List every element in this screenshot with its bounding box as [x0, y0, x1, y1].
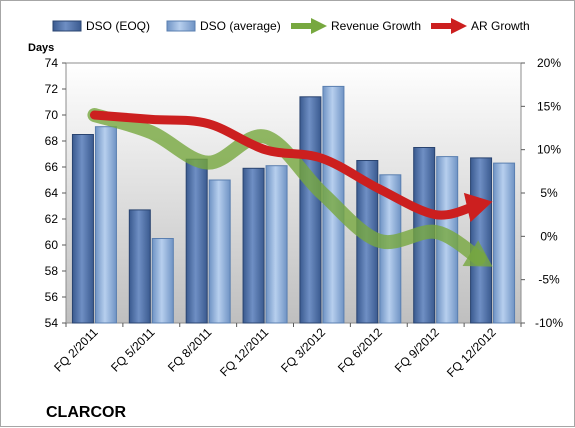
legend-swatch-dso-eoq- [52, 20, 82, 32]
bar-dso-eoq-3 [242, 167, 265, 324]
legend-arrow-ar-growth [451, 18, 467, 34]
right-axis-tick-label: 15% [537, 99, 561, 113]
bar-dso-eoq-7 [470, 157, 493, 324]
company-label: CLARCOR [46, 404, 126, 421]
legend-label-dso-average-: DSO (average) [200, 19, 281, 33]
x-axis-tick-label: FQ 6/2012 [335, 325, 385, 375]
legend-label-revenue-growth: Revenue Growth [331, 19, 421, 33]
left-axis-tick-label: 56 [45, 290, 59, 304]
left-axis-tick-label: 58 [45, 264, 59, 278]
revenue-growth-arrowhead [462, 240, 493, 267]
legend-swatch-dso-average- [166, 20, 196, 32]
left-axis-tick-label: 62 [45, 212, 59, 226]
right-axis-tick-label: -5% [538, 273, 560, 287]
left-axis-title: Days [28, 42, 54, 54]
legend: DSO (EOQ) DSO (average) Revenue Growth AR G… [52, 18, 530, 34]
bar-dso-eoq-1 [128, 209, 151, 324]
line-layer [87, 108, 493, 267]
x-axis-tick-label: FQ 9/2012 [392, 325, 442, 375]
bar-dso-eoq-4 [299, 96, 322, 324]
left-axis-tick-label: 64 [45, 186, 59, 200]
right-axis-tick-label: 0% [540, 229, 558, 243]
left-axis-tick-label: 54 [45, 316, 59, 330]
x-axis-tick-label: FQ 5/2011 [108, 325, 158, 375]
x-axis-tick-label: FQ 12/2011 [217, 325, 271, 379]
right-axis-tick-label: -10% [535, 316, 563, 330]
x-axis-tick-label: FQ 12/2012 [444, 325, 499, 380]
left-axis-tick-label: 68 [45, 134, 59, 148]
left-axis-tick-label: 70 [45, 108, 59, 122]
bar-dso-eoq-0 [71, 134, 94, 324]
bar-dso-average-7 [493, 162, 516, 324]
right-axis-tick-label: 5% [540, 186, 558, 200]
ar-growth-arrowhead [463, 192, 493, 223]
left-axis-tick-label: 66 [45, 160, 59, 174]
bar-dso-average-0 [94, 126, 117, 324]
bar-dso-average-3 [265, 165, 288, 324]
ar-growth-line [89, 110, 482, 220]
bar-dso-average-1 [151, 238, 174, 324]
legend-label-ar-growth: AR Growth [471, 19, 530, 33]
right-axis-tick-label: 10% [537, 143, 561, 157]
left-axis-tick-label: 72 [45, 82, 59, 96]
right-axis-tick-label: 20% [537, 56, 561, 70]
x-axis-tick-label: FQ 8/2011 [165, 325, 215, 375]
revenue-growth-line [87, 108, 486, 266]
x-axis-tick-label: FQ 3/2012 [278, 325, 328, 375]
left-axis-tick-label: 74 [45, 56, 59, 70]
bar-dso-eoq-2 [185, 158, 208, 324]
bar-layer [71, 85, 516, 324]
left-axis-tick-label: 60 [45, 238, 59, 252]
bar-dso-average-2 [208, 179, 231, 324]
legend-label-dso-eoq-: DSO (EOQ) [86, 19, 150, 33]
legend-arrow-revenue-growth [311, 18, 327, 34]
x-axis-tick-label: FQ 2/2011 [51, 325, 101, 375]
